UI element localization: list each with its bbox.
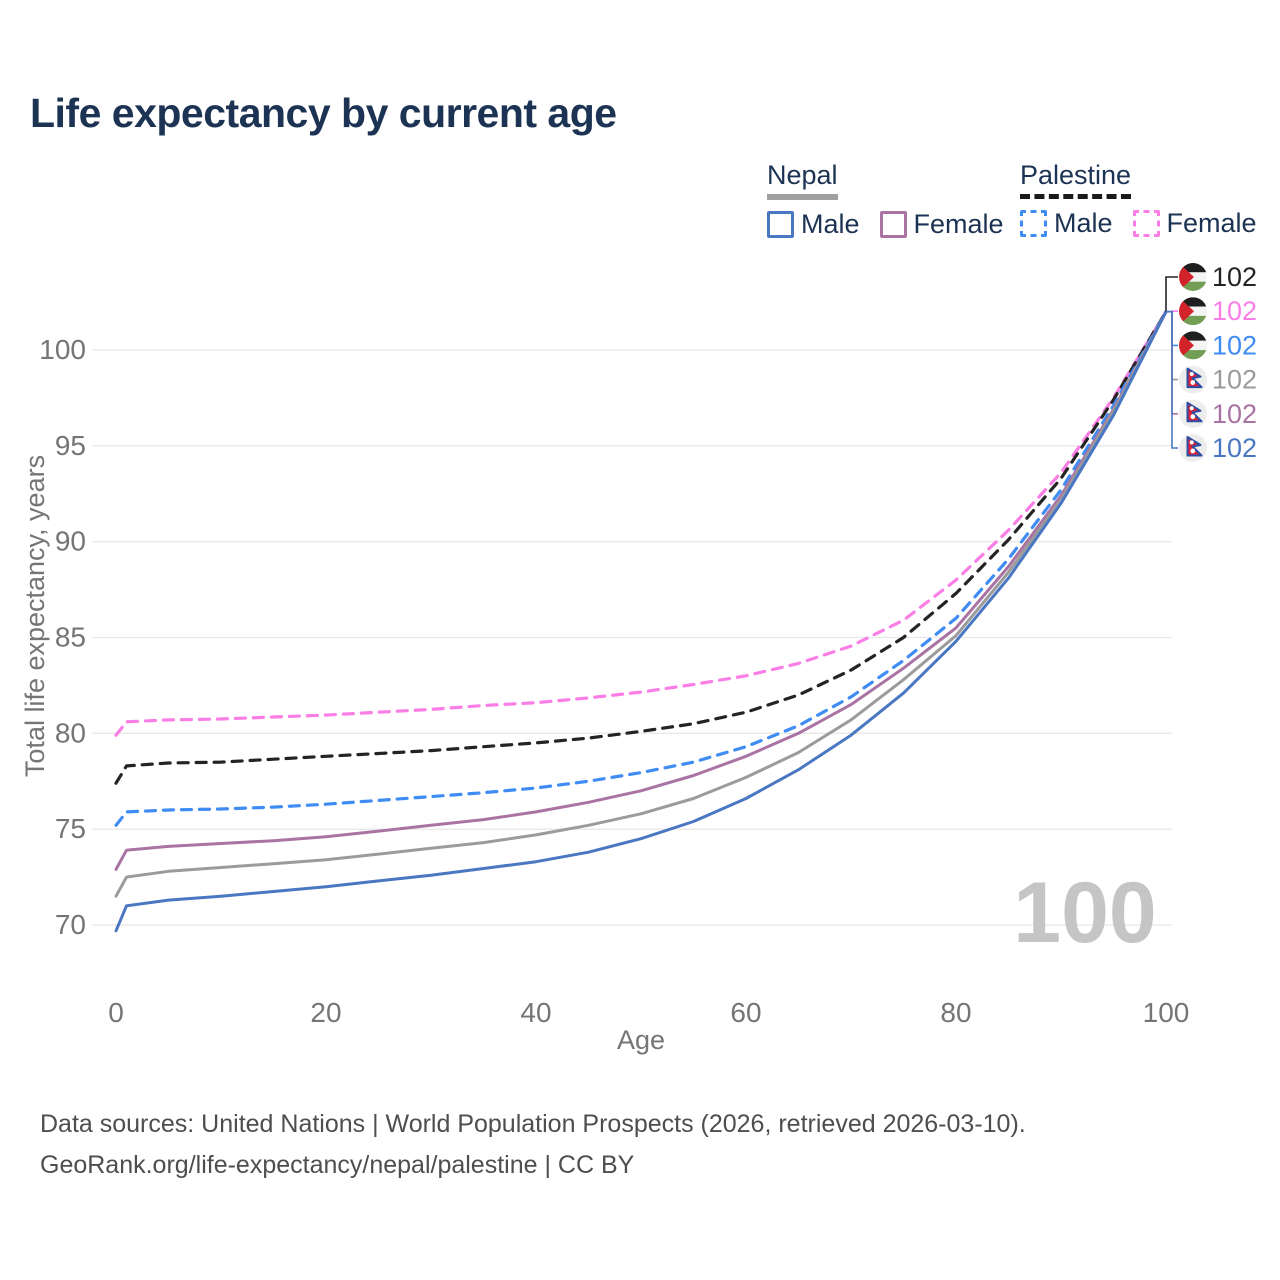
palestine-flag-icon: [1179, 297, 1207, 326]
legend-item-nepal-male[interactable]: Male: [767, 209, 860, 240]
end-label-leader: [1166, 310, 1178, 449]
legend-item-label: Female: [913, 209, 1004, 239]
series-line-nepal-female: [114, 310, 1168, 871]
legend-group-palestine: Palestine Male Female: [1020, 160, 1257, 239]
series-line-palestine-female: [114, 310, 1168, 737]
palestine-female-swatch-icon: [1132, 210, 1160, 237]
legend-header-nepal[interactable]: Nepal: [767, 160, 838, 200]
legend-group-nepal: Nepal Male Female: [767, 160, 1004, 240]
nepal-flag-icon: [1179, 399, 1207, 428]
footer-data-sources: Data sources: United Nations | World Pop…: [40, 1110, 1026, 1138]
end-label-value: 102: [1212, 399, 1257, 429]
legend-item-label: Female: [1166, 208, 1257, 238]
end-label-value: 102: [1212, 365, 1257, 395]
legend-items-palestine: Male Female: [1020, 208, 1257, 239]
y-tick-label: 85: [55, 621, 86, 652]
palestine-male-swatch-icon: [1020, 210, 1047, 237]
footer-attribution: GeoRank.org/life-expectancy/nepal/palest…: [40, 1151, 635, 1179]
end-label-value: 102: [1212, 262, 1257, 292]
series-line-palestine-both-sexes: [114, 310, 1168, 785]
nepal-female-swatch-icon: [879, 211, 907, 238]
x-tick-label: 80: [940, 997, 971, 1028]
legend-item-palestine-male[interactable]: Male: [1020, 208, 1113, 239]
x-tick-label: 100: [1143, 997, 1190, 1028]
page-title: Life expectancy by current age: [30, 90, 617, 136]
legend-header-palestine[interactable]: Palestine: [1020, 160, 1132, 199]
series-line-palestine-male: [114, 310, 1168, 827]
x-tick-label: 40: [520, 997, 551, 1028]
series-line-nepal-male: [114, 310, 1168, 933]
y-axis-title: Total life expectancy, years: [20, 455, 50, 777]
legend-item-palestine-female[interactable]: Female: [1132, 208, 1257, 239]
legend-item-label: Male: [1054, 208, 1113, 238]
y-tick-label: 100: [39, 334, 86, 365]
x-axis-title: Age: [617, 1025, 665, 1055]
end-label-leader: [1165, 276, 1178, 312]
legend-item-nepal-female[interactable]: Female: [879, 209, 1004, 240]
end-label-value: 102: [1212, 330, 1257, 360]
y-tick-label: 95: [55, 430, 86, 461]
footer: Data sources: United Nations | World Pop…: [40, 1104, 1026, 1186]
y-tick-label: 80: [55, 717, 86, 748]
palestine-flag-icon: [1179, 263, 1207, 291]
series-line-nepal-both-sexes: [114, 310, 1168, 898]
nepal-male-swatch-icon: [767, 211, 794, 238]
age-counter-watermark: 100: [1013, 865, 1157, 961]
legend-item-label: Male: [801, 209, 860, 239]
end-label-value: 102: [1212, 296, 1257, 326]
y-tick-label: 70: [55, 909, 86, 940]
x-tick-label: 20: [310, 997, 341, 1028]
x-tick-label: 0: [108, 997, 124, 1028]
y-tick-label: 75: [55, 813, 86, 844]
legend: Nepal Male Female Palestine Male: [0, 160, 1280, 250]
legend-items-nepal: Male Female: [767, 209, 1004, 240]
end-label-value: 102: [1212, 433, 1257, 463]
nepal-flag-icon: [1179, 434, 1207, 462]
x-tick-label: 60: [730, 997, 761, 1028]
nepal-flag-icon: [1179, 365, 1207, 394]
y-tick-label: 90: [55, 526, 86, 557]
palestine-flag-icon: [1179, 331, 1207, 360]
